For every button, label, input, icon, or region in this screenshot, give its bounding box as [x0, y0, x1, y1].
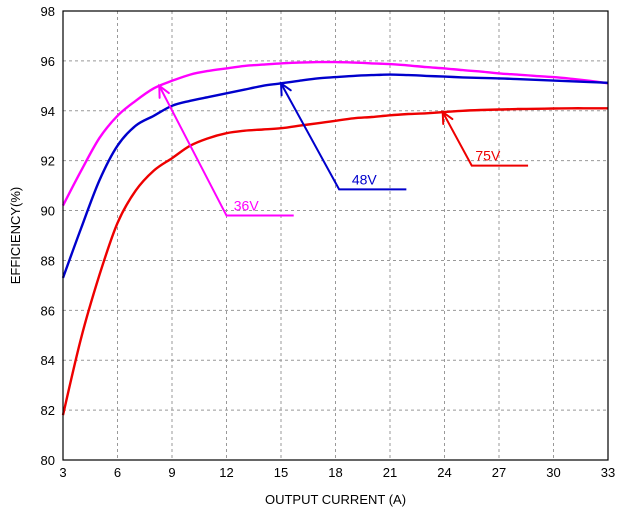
y-tick-label: 80	[41, 453, 55, 468]
y-tick-label: 86	[41, 303, 55, 318]
series-label-48v: 48V	[352, 171, 378, 187]
callout-line-48v	[280, 82, 407, 191]
series-line-75v	[61, 107, 608, 416]
x-tick-label: 30	[546, 465, 560, 480]
callout-line-36v	[158, 85, 294, 217]
y-axis-title: EFFICIENCY(%)	[8, 187, 23, 285]
y-tick-label: 92	[41, 154, 55, 169]
series-label-36v: 36V	[234, 198, 260, 214]
x-tick-label: 18	[328, 465, 342, 480]
x-tick-labels: 3 6 9 12 15 18 21 24 27 30 33	[59, 465, 615, 480]
x-tick-label: 21	[383, 465, 397, 480]
x-tick-label: 33	[601, 465, 615, 480]
x-tick-label: 15	[274, 465, 288, 480]
x-tick-label: 9	[168, 465, 175, 480]
y-tick-label: 96	[41, 54, 55, 69]
x-tick-label: 3	[59, 465, 66, 480]
y-tick-label: 90	[41, 204, 55, 219]
series-label-75v: 75V	[475, 148, 501, 164]
callout-arrowhead-48v	[279, 81, 292, 97]
y-tick-label: 84	[41, 353, 55, 368]
y-tick-labels: 80 82 84 86 88 90 92 94 96 98	[41, 4, 55, 468]
series-line-48v	[61, 73, 609, 279]
plot-frame	[62, 10, 609, 461]
y-tick-label: 82	[41, 403, 55, 418]
x-tick-label: 12	[219, 465, 233, 480]
series-callouts: 36V 48V 75V	[158, 81, 529, 217]
callout-arrowhead-75v	[441, 110, 454, 126]
series-line-36v	[61, 60, 609, 207]
y-tick-label: 94	[41, 104, 55, 119]
grid-lines	[63, 11, 608, 460]
x-axis-title: OUTPUT CURRENT (A)	[265, 492, 406, 507]
y-tick-label: 88	[41, 253, 55, 268]
x-tick-label: 24	[437, 465, 451, 480]
callout-line-75v	[441, 111, 529, 167]
x-tick-label: 27	[492, 465, 506, 480]
series-lines	[61, 60, 609, 416]
callout-arrowhead-36v	[158, 83, 170, 99]
y-tick-label: 98	[41, 4, 55, 19]
x-tick-label: 6	[114, 465, 121, 480]
